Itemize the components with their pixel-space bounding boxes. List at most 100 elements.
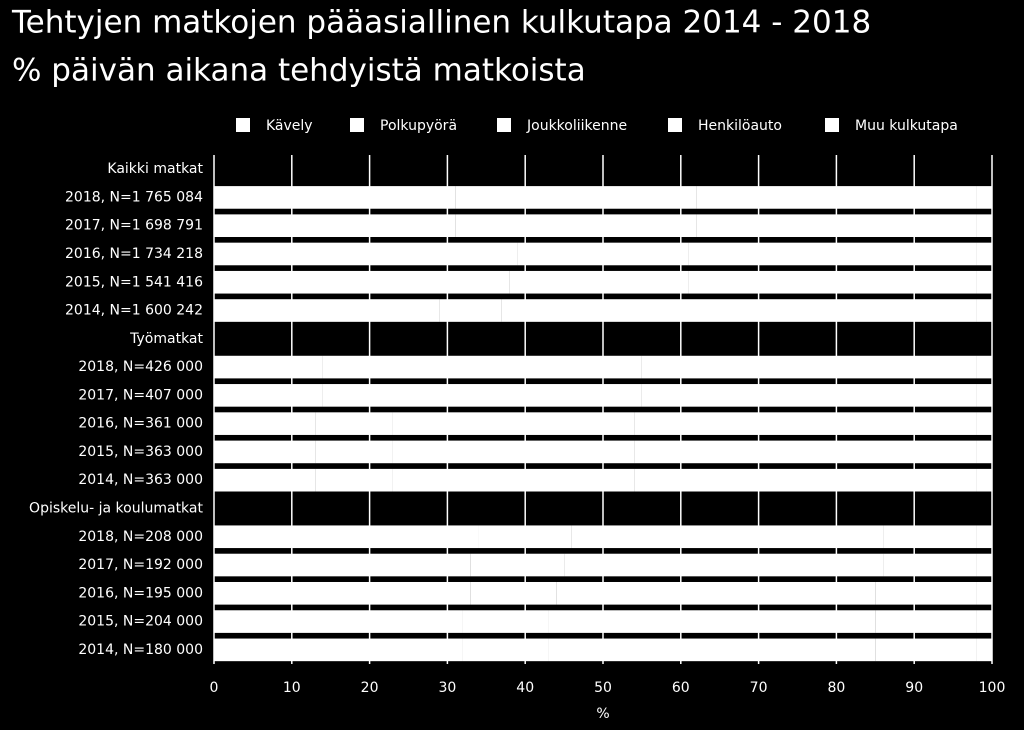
bar-segment <box>392 468 635 492</box>
y-tick-label: 2017, N=1 698 791 <box>65 218 203 234</box>
bar-segment <box>214 581 471 605</box>
bar-segment <box>976 638 992 662</box>
bar-segment <box>976 525 992 549</box>
x-axis-label: % <box>596 706 609 722</box>
bar-segment <box>470 581 557 605</box>
bar-segment <box>976 553 992 577</box>
y-tick-label: 2016, N=195 000 <box>78 585 203 601</box>
y-tick-label: 2017, N=192 000 <box>78 557 203 573</box>
bar-segment <box>634 412 977 435</box>
legend-label: Kävely <box>266 118 313 134</box>
bar-segment <box>680 299 977 322</box>
y-tick-label: 2015, N=1 541 416 <box>65 274 203 290</box>
bar-segment <box>322 355 409 379</box>
bar-segment <box>214 638 463 662</box>
bar-segment <box>976 242 992 266</box>
bar-segment <box>976 610 992 633</box>
bar-segment <box>447 242 518 266</box>
y-tick-label: 2016, N=361 000 <box>78 416 203 432</box>
bar-segment <box>875 610 977 633</box>
y-tick-label: Opiskelu- ja koulumatkat <box>29 500 203 516</box>
bar-segment <box>322 384 409 407</box>
bar-segment <box>641 355 977 379</box>
bar-segment <box>525 214 697 238</box>
x-tick-label: 10 <box>283 680 301 696</box>
bar-segment <box>315 412 393 435</box>
bar-segment <box>214 242 448 266</box>
bar-segment <box>509 270 689 294</box>
bar-segment <box>688 270 977 294</box>
bar-segment <box>478 525 572 549</box>
bar-segment <box>470 553 565 577</box>
bar-segment <box>976 384 992 407</box>
bar-segment <box>214 270 448 294</box>
bar-segment <box>548 638 876 662</box>
bar-segment <box>447 270 510 294</box>
bar-segment <box>392 412 635 435</box>
bar-segment <box>214 412 316 435</box>
legend-label: Muu kulkutapa <box>855 118 958 134</box>
bar-segment <box>688 242 977 266</box>
bar-segment <box>214 299 440 322</box>
legend-swatch <box>668 118 682 132</box>
x-tick-label: 90 <box>905 680 923 696</box>
x-tick-label: 100 <box>979 680 1006 696</box>
bar-segment <box>455 214 526 238</box>
legend-label: Henkilöauto <box>698 118 782 134</box>
bar-segment <box>315 440 393 464</box>
legend-swatch <box>825 118 839 132</box>
bar-segment <box>214 384 323 407</box>
bar-segment <box>392 440 635 464</box>
chart-title: Tehtyjen matkojen pääasiallinen kulkutap… <box>11 5 871 41</box>
y-tick-label: 2018, N=208 000 <box>78 529 203 545</box>
bar-segment <box>517 242 689 266</box>
y-tick-label: 2015, N=363 000 <box>78 444 203 460</box>
bar-segment <box>883 525 977 549</box>
legend-label: Joukkoliikenne <box>526 118 627 134</box>
bar-segment <box>548 610 876 633</box>
bar-segment <box>214 525 479 549</box>
bar-segment <box>455 186 526 209</box>
y-tick-label: 2016, N=1 734 218 <box>65 246 203 262</box>
y-tick-label: 2014, N=180 000 <box>78 642 203 658</box>
bar-segment <box>501 299 681 322</box>
legend-swatch <box>497 118 511 132</box>
bar-segment <box>634 468 977 492</box>
bar-segment <box>462 610 549 633</box>
bar-segment <box>214 610 463 633</box>
bar-segment <box>462 638 549 662</box>
y-tick-label: 2014, N=363 000 <box>78 472 203 488</box>
y-tick-label: Kaikki matkat <box>107 161 203 177</box>
bar-segment <box>976 440 992 464</box>
y-tick-label: 2014, N=1 600 242 <box>65 303 203 319</box>
bar-segment <box>634 440 977 464</box>
bar-segment <box>875 581 977 605</box>
legend-swatch <box>236 118 250 132</box>
bar-segment <box>214 214 456 238</box>
bar-segment <box>408 355 642 379</box>
bar-segment <box>696 186 977 209</box>
x-tick-label: 20 <box>361 680 379 696</box>
legend-label: Polkupyörä <box>380 118 457 134</box>
chart-subtitle: % päivän aikana tehdyistä matkoista <box>12 53 586 89</box>
bar-segment <box>696 214 977 238</box>
bar-segment <box>214 553 471 577</box>
bar-segment <box>315 468 393 492</box>
x-tick-label: 60 <box>672 680 690 696</box>
bar-segment <box>214 186 456 209</box>
bar-segment <box>976 270 992 294</box>
x-tick-label: 70 <box>750 680 768 696</box>
bar-segment <box>214 440 316 464</box>
bar-segment <box>976 581 992 605</box>
y-tick-label: Työmatkat <box>129 331 203 347</box>
y-tick-label: 2017, N=407 000 <box>78 387 203 403</box>
x-tick-label: 40 <box>516 680 534 696</box>
bar-segment <box>564 553 884 577</box>
bar-segment <box>408 384 642 407</box>
x-tick-label: 80 <box>827 680 845 696</box>
bar-segment <box>571 525 884 549</box>
bar-segment <box>976 412 992 435</box>
x-tick-label: 50 <box>594 680 612 696</box>
bar-segment <box>556 581 876 605</box>
y-tick-label: 2015, N=204 000 <box>78 614 203 630</box>
